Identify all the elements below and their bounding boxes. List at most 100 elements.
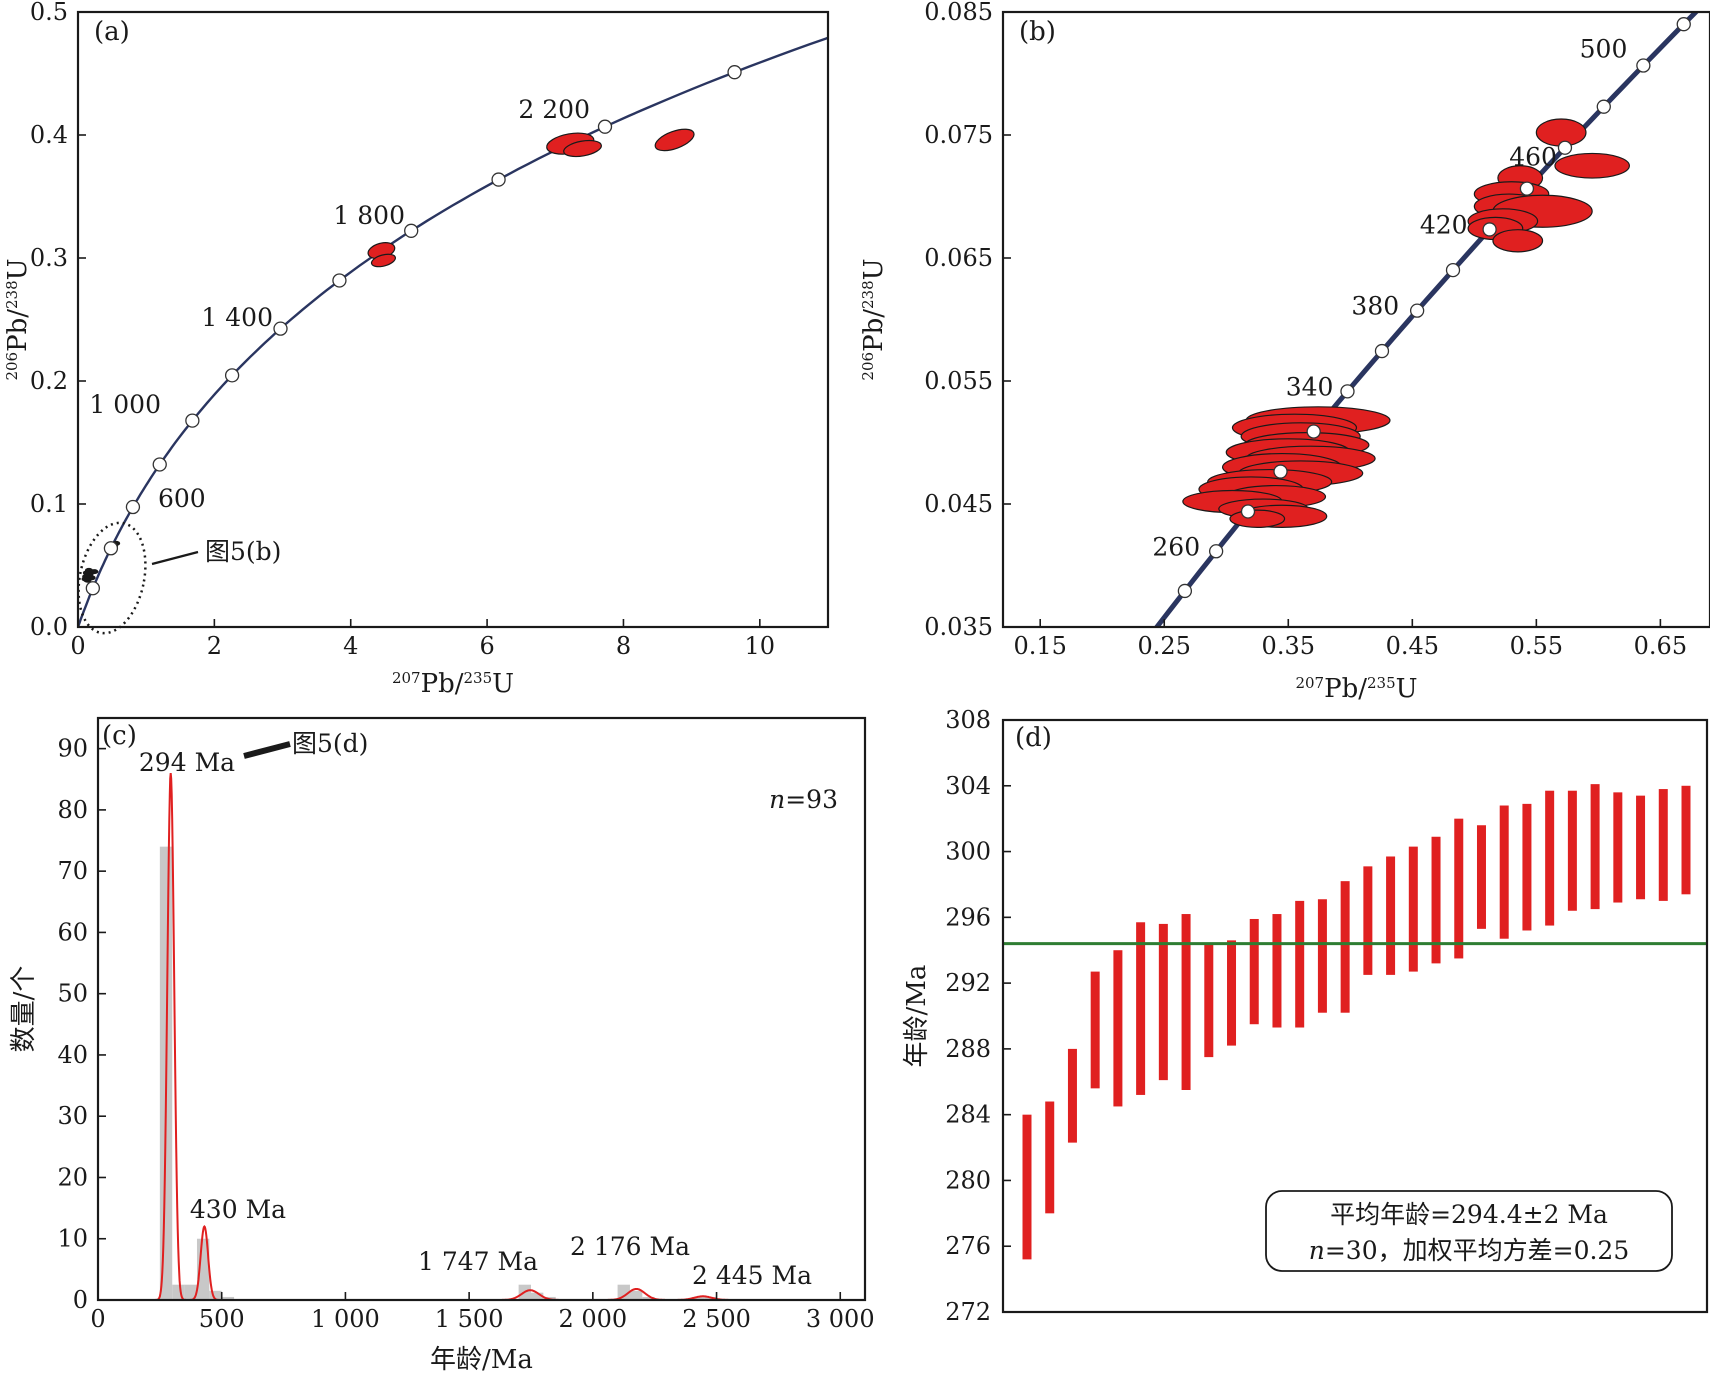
histogram-bar [209, 1290, 222, 1300]
age-marker [1409, 303, 1425, 318]
age-marker [1557, 140, 1573, 155]
y-tick-label: 296 [945, 903, 991, 931]
age-error-bar [1363, 866, 1373, 975]
histogram-bar [629, 1290, 643, 1300]
age-error-bar [1431, 836, 1441, 964]
age-error-bar [1295, 900, 1305, 1028]
x-tick-label: 0.35 [1262, 632, 1315, 660]
age-marker [152, 457, 167, 472]
age-marker [491, 172, 506, 187]
y-tick-label: 0.045 [924, 490, 993, 518]
error-ellipse [1492, 229, 1544, 253]
x-tick-label: 0.15 [1013, 632, 1066, 660]
concordia-curve [1153, 12, 1700, 627]
y-tick-label: 90 [57, 735, 88, 763]
age-error-bar [1317, 899, 1327, 1013]
concordia-age-label: 1 400 [201, 303, 273, 332]
concordia-age-label: 500 [1580, 35, 1628, 64]
age-error-bar [1090, 971, 1100, 1089]
error-ellipse [1229, 509, 1286, 528]
age-marker [85, 581, 100, 596]
concordia-age-label: 2 200 [518, 95, 590, 124]
age-marker [332, 273, 347, 288]
age-error-bar [1522, 803, 1532, 931]
age-error-bar [1340, 881, 1350, 1013]
panel-a-frame [76, 10, 830, 629]
x-axis-title: 年龄/Ma [430, 1345, 533, 1375]
y-axis-title: 数量/个 [9, 966, 39, 1053]
age-error-bar [1658, 789, 1668, 901]
inset-pointer [151, 550, 199, 566]
age-marker [224, 368, 240, 383]
panel-d-frame [1001, 718, 1709, 1314]
x-tick-label: 2 500 [682, 1305, 751, 1333]
error-ellipse [1554, 152, 1630, 179]
y-tick-label: 308 [945, 706, 991, 734]
age-error-bar [1476, 825, 1486, 929]
y-axis-title: 年龄/Ma [902, 965, 932, 1068]
y-tick-label: 0.075 [924, 121, 993, 149]
x-tick-label: 0.65 [1634, 632, 1687, 660]
age-error-bar [1136, 922, 1146, 1095]
x-tick-label: 0 [90, 1305, 105, 1333]
age-marker [727, 65, 742, 80]
peak-age-label: 2 176 Ma [570, 1232, 690, 1261]
histogram-bar [184, 1284, 197, 1300]
age-marker [404, 223, 419, 238]
age-marker [1445, 262, 1461, 278]
y-tick-label: 80 [57, 796, 88, 824]
x-tick-label: 2 000 [558, 1305, 627, 1333]
age-marker [185, 413, 200, 428]
y-tick-label: 0.035 [924, 613, 993, 641]
y-tick-label: 0.2 [30, 367, 68, 395]
concordia-age-label: 380 [1351, 292, 1399, 321]
age-marker [1636, 58, 1651, 73]
peak-age-label: 1 747 Ma [418, 1247, 538, 1276]
age-error-bar [1204, 943, 1214, 1058]
histogram-bar [221, 1296, 235, 1300]
y-tick-label: 10 [57, 1225, 88, 1253]
histogram-bar [691, 1296, 705, 1300]
y-axis-title: 206Pb/238U [859, 258, 889, 380]
age-error-bar [1613, 792, 1623, 903]
age-error-bar [1499, 805, 1509, 939]
age-error-bar [1386, 856, 1396, 975]
stats-mean-age: 平均年龄=294.4±2 Ma [1330, 1200, 1608, 1229]
y-tick-label: 0.0 [30, 613, 68, 641]
age-error-bar [1249, 918, 1259, 1025]
x-tick-label: 0 [70, 632, 85, 660]
y-tick-label: 276 [945, 1232, 991, 1260]
error-ellipse [654, 128, 695, 152]
histogram-bar [530, 1292, 544, 1300]
age-marker [1340, 384, 1355, 399]
age-marker [1676, 17, 1691, 32]
y-tick-label: 20 [57, 1163, 88, 1191]
age-marker [1240, 504, 1256, 519]
age-error-bar [1545, 790, 1555, 926]
y-tick-label: 70 [57, 857, 88, 885]
age-marker [103, 541, 119, 556]
y-tick-label: 304 [945, 772, 991, 800]
peak-age-label: 294 Ma [139, 748, 235, 777]
y-tick-label: 272 [945, 1298, 991, 1326]
inset-label: 图5(d) [292, 729, 368, 758]
y-tick-label: 0.3 [30, 244, 68, 272]
age-marker [1482, 222, 1497, 237]
age-error-bar [1045, 1101, 1055, 1214]
concordia-age-label: 260 [1152, 532, 1200, 561]
y-tick-label: 284 [945, 1101, 991, 1129]
x-tick-label: 1 000 [311, 1305, 380, 1333]
age-marker [597, 119, 613, 134]
age-marker [1519, 181, 1535, 196]
age-error-bar [1408, 846, 1418, 972]
y-tick-label: 50 [57, 980, 88, 1008]
y-tick-label: 0.085 [924, 0, 993, 26]
x-tick-label: 0.55 [1510, 632, 1563, 660]
age-marker [273, 321, 288, 336]
age-marker [1208, 544, 1224, 559]
inset-label: 图5(b) [205, 537, 281, 566]
y-tick-label: 0.055 [924, 367, 993, 395]
stats-n-mswd: n=30，加权平均方差=0.25 [1309, 1236, 1629, 1265]
sample-count: n=93 [769, 785, 838, 814]
histogram-bar [617, 1284, 630, 1300]
